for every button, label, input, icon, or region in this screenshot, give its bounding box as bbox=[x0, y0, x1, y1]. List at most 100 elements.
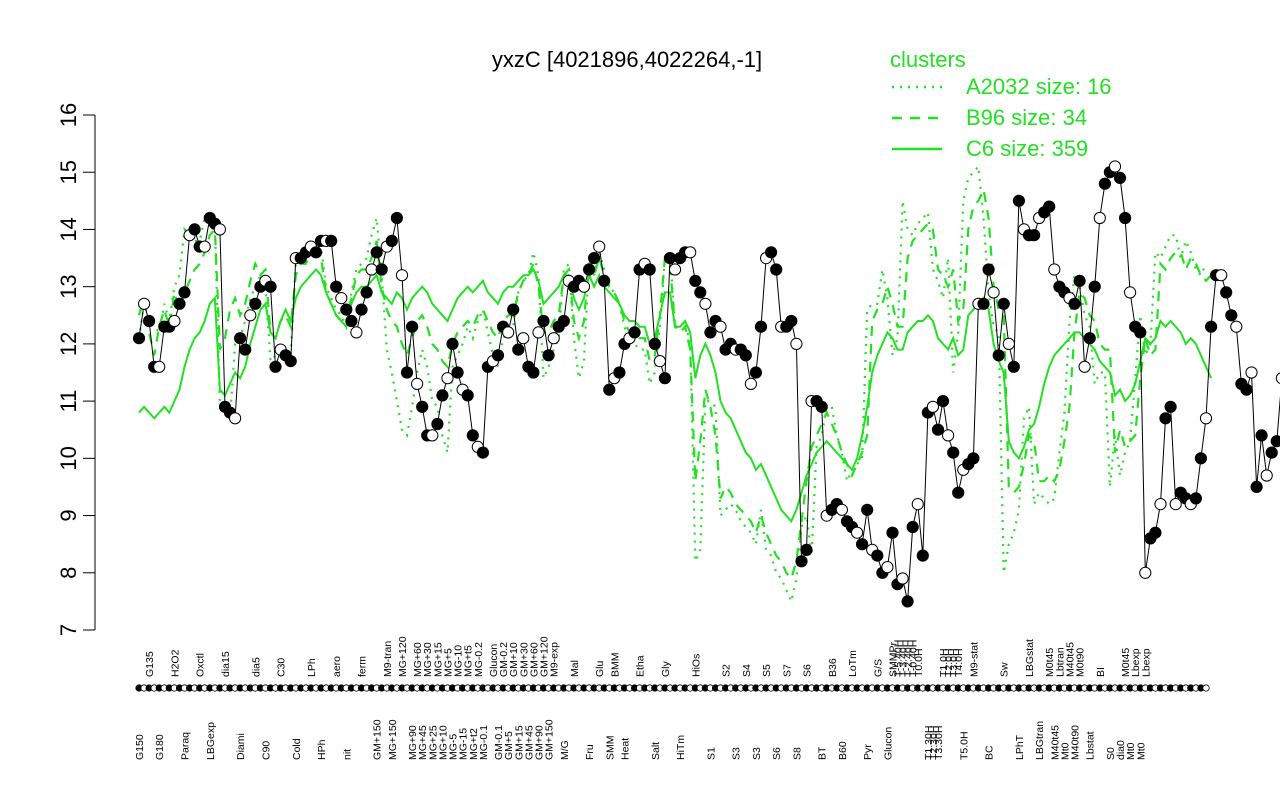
x-tick-label: Mt0 bbox=[1059, 742, 1071, 760]
data-point bbox=[325, 234, 338, 247]
data-point bbox=[1119, 211, 1132, 225]
x-tick-label: Lbtran bbox=[1054, 647, 1066, 677]
data-point bbox=[1270, 435, 1280, 448]
x-tick-label: T3.0H bbox=[948, 648, 960, 677]
x-tick-label: GM+120 bbox=[539, 636, 551, 677]
data-point bbox=[375, 263, 388, 276]
data-point bbox=[466, 429, 479, 442]
x-tick-label: GM+90 bbox=[534, 725, 546, 760]
x-tick-label: MG+25 bbox=[427, 725, 439, 760]
x-tick-label: HiTm bbox=[675, 735, 687, 760]
data-point bbox=[992, 349, 1005, 362]
data-point bbox=[1220, 286, 1233, 299]
data-point bbox=[588, 252, 601, 265]
data-point bbox=[668, 263, 682, 276]
data-point bbox=[1124, 286, 1137, 299]
data-point bbox=[754, 320, 768, 333]
x-tick-label: T-2.40H bbox=[903, 640, 915, 677]
x-tick-label: MG-0.2 bbox=[473, 642, 485, 677]
data-point bbox=[507, 303, 520, 316]
data-point bbox=[613, 366, 626, 379]
data-point bbox=[952, 486, 965, 499]
data-point bbox=[213, 223, 226, 236]
data-point bbox=[178, 286, 191, 299]
x-tick-label: T-0.40H bbox=[908, 640, 920, 677]
x-tick-label: nit bbox=[341, 749, 353, 760]
x-tick-label: M9-tran bbox=[382, 641, 394, 677]
data-point bbox=[1002, 337, 1015, 350]
x-tick-label: M40t90 bbox=[1070, 725, 1082, 760]
x-tick-label: T3.30H bbox=[933, 726, 945, 760]
data-point bbox=[512, 343, 525, 356]
data-point bbox=[188, 223, 201, 236]
data-point bbox=[400, 366, 414, 379]
data-point bbox=[1199, 412, 1213, 425]
data-point bbox=[694, 286, 707, 299]
y-tick-label: 12 bbox=[56, 332, 81, 356]
x-tick-label: GM+150 bbox=[544, 719, 556, 760]
x-tick-label: Paraq bbox=[180, 732, 192, 760]
data-point bbox=[916, 549, 929, 562]
data-point bbox=[795, 555, 808, 568]
data-point bbox=[704, 326, 717, 339]
data-point bbox=[1078, 360, 1091, 373]
data-point bbox=[340, 303, 353, 316]
data-point bbox=[330, 280, 343, 293]
x-tick-label: GM-0.1 bbox=[493, 725, 505, 760]
points-layer bbox=[132, 160, 1280, 608]
data-point bbox=[461, 389, 474, 402]
data-point bbox=[785, 314, 798, 328]
data-point bbox=[1043, 200, 1056, 213]
data-point bbox=[835, 503, 849, 516]
data-point bbox=[1093, 211, 1106, 225]
data-point bbox=[557, 314, 570, 328]
series-line-dashed bbox=[137, 185, 1212, 581]
x-tick-label: MG+90 bbox=[407, 725, 419, 760]
x-tick-label: dia15 bbox=[220, 651, 232, 677]
data-point bbox=[537, 314, 550, 328]
series-line-dotted bbox=[137, 163, 1208, 605]
data-point bbox=[1225, 309, 1238, 322]
data-point bbox=[1159, 412, 1172, 425]
data-point bbox=[1149, 526, 1162, 539]
x-tick-label: GM-0.2 bbox=[498, 642, 510, 677]
x-tick-label: T2.0H bbox=[943, 648, 955, 677]
data-point bbox=[871, 549, 884, 562]
data-point bbox=[138, 297, 151, 310]
data-point bbox=[967, 452, 980, 465]
x-tick-label: MG-10 bbox=[453, 645, 465, 677]
x-tick-label: ferm bbox=[357, 656, 369, 677]
data-point bbox=[446, 337, 459, 350]
x-tick-label: MG+15 bbox=[432, 642, 444, 677]
x-tick-label: MG-5 bbox=[448, 734, 460, 760]
x-tick-label: S2 bbox=[721, 664, 733, 677]
data-point bbox=[390, 211, 403, 225]
y-axis: 7 8 9 10 11 12 13 14 15 16 bbox=[56, 103, 96, 636]
x-tick-label: Mt0 bbox=[1125, 742, 1137, 760]
data-point bbox=[663, 252, 677, 265]
x-tick-label: MG+t2 bbox=[468, 728, 480, 760]
data-point bbox=[451, 366, 464, 379]
data-point bbox=[335, 292, 348, 305]
data-point bbox=[350, 326, 363, 339]
data-point bbox=[143, 314, 156, 328]
data-point bbox=[1260, 469, 1273, 482]
y-tick-label: 15 bbox=[56, 160, 81, 184]
legend-label: B96 size: 34 bbox=[966, 105, 1087, 130]
data-point bbox=[355, 303, 368, 316]
data-point bbox=[229, 412, 242, 425]
data-point bbox=[1134, 326, 1147, 339]
x-tick-label: Diami bbox=[235, 733, 247, 760]
data-point bbox=[658, 372, 672, 385]
data-point bbox=[476, 446, 489, 459]
data-point bbox=[1007, 360, 1020, 373]
x-tick-label: T1.30H bbox=[923, 726, 935, 760]
data-point bbox=[198, 240, 211, 253]
data-point bbox=[947, 446, 960, 459]
x-tick-label: GM+15 bbox=[513, 725, 525, 760]
data-point bbox=[926, 400, 940, 413]
data-point bbox=[977, 297, 990, 310]
data-point bbox=[815, 400, 828, 413]
data-point bbox=[1169, 498, 1182, 511]
